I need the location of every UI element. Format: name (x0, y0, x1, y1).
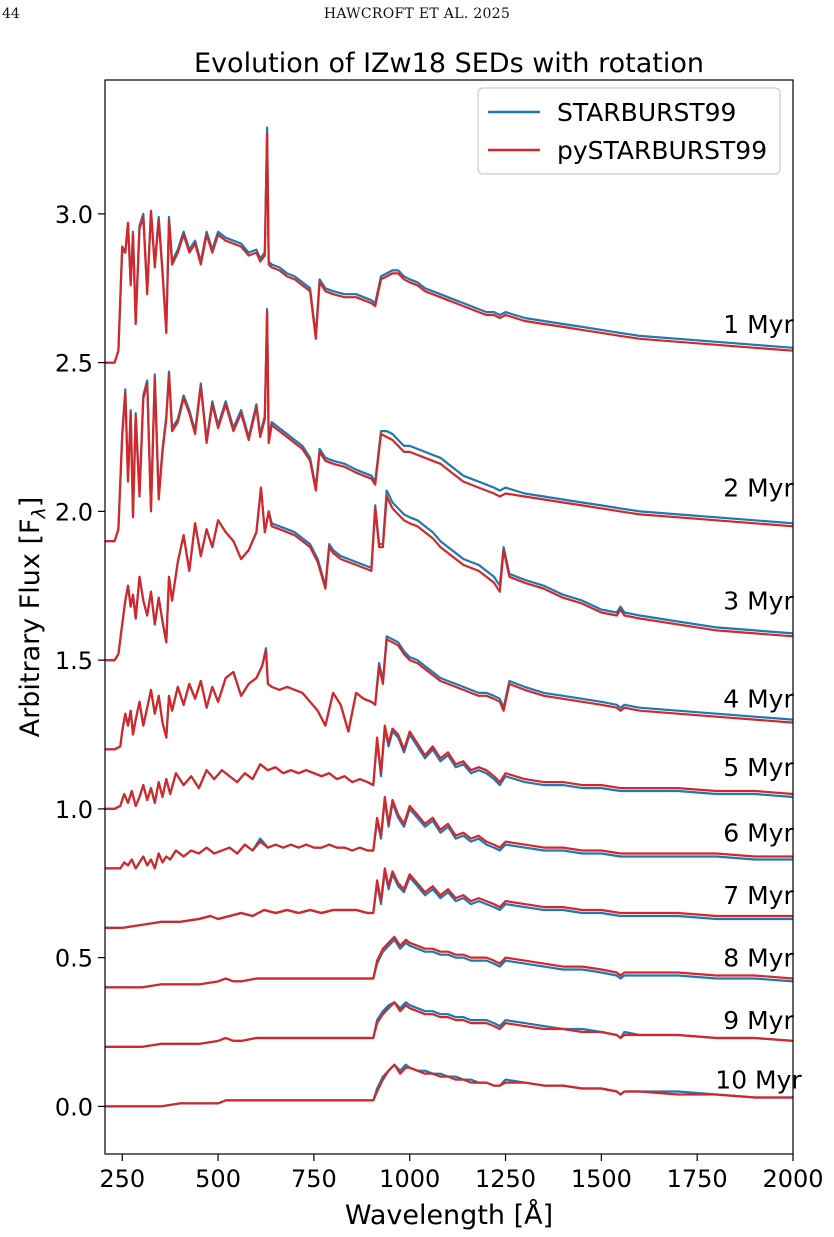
legend: STARBURST99 pySTARBURST99 (477, 87, 781, 175)
age-label-7-myr: 7 Myr (723, 881, 794, 910)
age-label-8-myr: 8 Myr (723, 944, 794, 973)
starburst99-line-9-myr (105, 1001, 794, 1049)
age-annotations: 1 Myr 2 Myr 3 Myr 4 Myr 5 Myr 6 Myr 7 Myr 8 Myr… (715, 310, 802, 1095)
x-tick-label: 2000 (762, 1165, 823, 1193)
y-tick-label: 2.5 (55, 350, 93, 378)
age-label-5-myr: 5 Myr (723, 753, 794, 782)
y-tick-label: 0.0 (55, 1093, 93, 1121)
x-tick-label: 1000 (379, 1165, 440, 1193)
age-label-3-myr: 3 Myr (723, 587, 794, 616)
pystarburst99-line-10-myr (105, 1063, 793, 1108)
y-axis-ticks: 0.0 0.5 1.0 1.5 2.0 2.5 3.0 (55, 201, 105, 1121)
legend-label-pystarburst99: pySTARBURST99 (557, 136, 767, 165)
x-tick-label: 1250 (475, 1165, 536, 1193)
pystarburst99-line-3-myr (105, 486, 794, 662)
plot-frame (104, 79, 794, 1155)
x-tick-label: 500 (195, 1165, 241, 1193)
chart-title: Evolution of IZw18 SEDs with rotation (194, 48, 704, 79)
age-label-10-myr: 10 Myr (715, 1066, 802, 1095)
y-axis-label-subscript: λ (28, 507, 50, 519)
y-tick-label: 3.0 (55, 201, 93, 229)
y-axis-label-main: Arbitrary Flux [F (15, 518, 46, 737)
page-number: 44 (2, 6, 20, 22)
pystarburst99-line-5-myr (105, 724, 794, 811)
x-tick-label: 750 (291, 1165, 337, 1193)
legend-box (477, 87, 781, 175)
x-tick-label: 250 (99, 1165, 145, 1193)
running-head: HAWCROFT ET AL. 2025 (323, 6, 511, 22)
pystarburst99-line-7-myr (105, 867, 793, 930)
pystarburst99-line-2-myr (105, 311, 794, 543)
starburst99-line-7-myr (105, 870, 793, 930)
age-label-9-myr: 9 Myr (723, 1006, 794, 1035)
pystarburst99-line-6-myr (105, 795, 793, 870)
y-tick-label: 1.5 (55, 647, 93, 675)
pystarburst99-line-4-myr (105, 638, 794, 751)
pystarburst99-line-9-myr (105, 1001, 794, 1049)
starburst99-line-6-myr (105, 798, 793, 870)
x-axis-ticks: 250 500 750 1000 1250 1500 1750 2000 (99, 1154, 824, 1193)
age-label-6-myr: 6 Myr (723, 819, 794, 848)
y-tick-label: 1.0 (55, 796, 93, 824)
x-tick-label: 1500 (571, 1165, 632, 1193)
x-axis-label: Wavelength [Å] (345, 1199, 553, 1231)
starburst99-line-8-myr (105, 938, 794, 989)
y-tick-label: 0.5 (55, 945, 93, 973)
pystarburst99-line-8-myr (105, 935, 794, 989)
x-tick-label: 1750 (667, 1165, 728, 1193)
legend-label-starburst99: STARBURST99 (557, 98, 736, 127)
starburst99-line-4-myr (105, 635, 794, 751)
y-tick-label: 2.0 (55, 498, 93, 526)
page-header: 44 HAWCROFT ET AL. 2025 (0, 6, 834, 26)
starburst99-line-5-myr (105, 727, 794, 811)
pystarburst99-line-1-myr (105, 132, 794, 364)
age-label-4-myr: 4 Myr (723, 685, 794, 714)
y-axis-label: Arbitrary Flux [Fλ] (15, 497, 50, 738)
starburst99-line-3-myr (105, 486, 794, 662)
age-label-1-myr: 1 Myr (723, 310, 794, 339)
starburst99-line-10-myr (105, 1063, 793, 1108)
plot-lines (105, 126, 794, 1108)
age-label-2-myr: 2 Myr (723, 474, 794, 503)
y-axis-label-close: ] (15, 497, 46, 508)
